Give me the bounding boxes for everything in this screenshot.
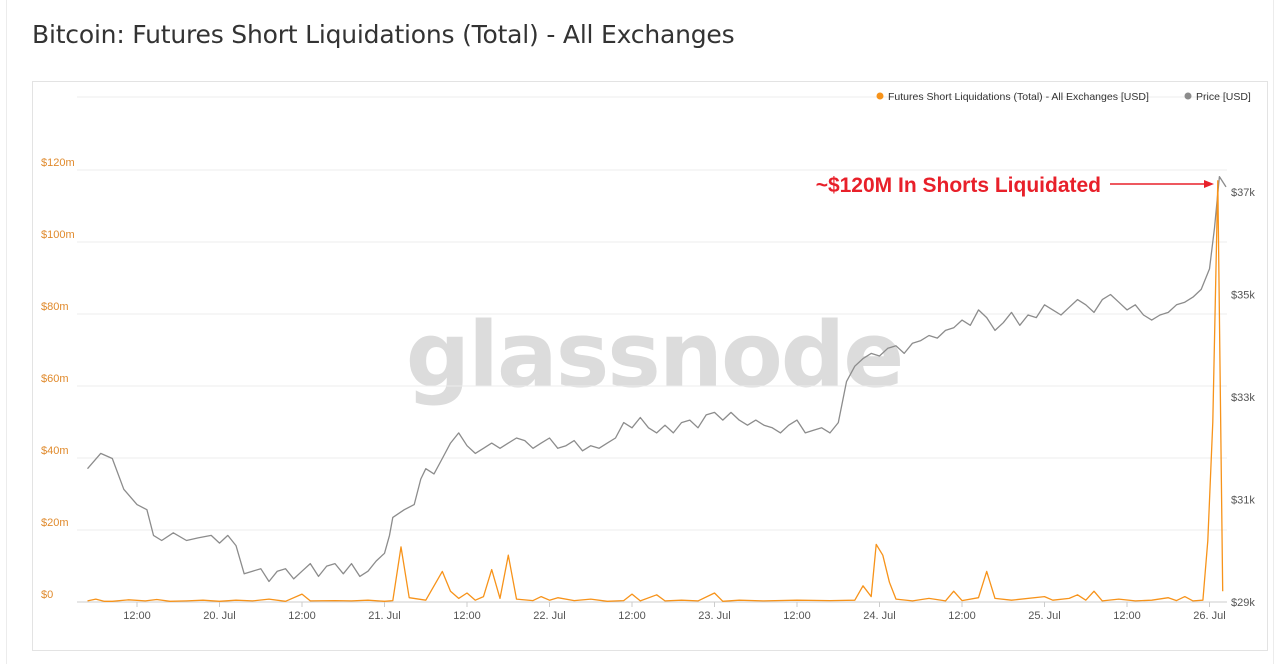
legend: Futures Short Liquidations (Total) - All…: [876, 91, 1251, 103]
legend-dot-liquidations: [876, 92, 884, 100]
x-tick-label: 12:00: [453, 610, 481, 622]
annotation-arrow-head: [1204, 180, 1214, 188]
x-axis: 12:00 20. Jul 12:00 21. Jul 12:00 22. Jul 12:0…: [77, 601, 1227, 622]
y-left-tick-label: $80m: [41, 301, 69, 313]
legend-dot-price: [1184, 92, 1192, 100]
series-line-liquidations: [87, 180, 1224, 602]
x-tick-label: 12:00: [618, 610, 646, 622]
right-axis: $29k $31k $33k $35k $37k: [1231, 187, 1255, 609]
x-tick-label: 22. Jul: [533, 610, 565, 622]
y-right-tick-label: $33k: [1231, 392, 1255, 404]
chart-container: [32, 81, 1268, 651]
y-left-tick-label: $120m: [41, 157, 75, 169]
annotation: ~$120M In Shorts Liquidated: [816, 174, 1214, 197]
series-layer: [87, 175, 1227, 602]
x-tick-label: 25. Jul: [1028, 610, 1060, 622]
y-left-tick-label: $60m: [41, 373, 69, 385]
x-tick-label: 24. Jul: [863, 610, 895, 622]
x-tick-label: 12:00: [948, 610, 976, 622]
x-tick-label: 12:00: [123, 610, 151, 622]
y-left-tick-label: $100m: [41, 229, 75, 241]
y-right-tick-label: $31k: [1231, 495, 1255, 507]
series-line-price: [87, 175, 1227, 583]
y-right-tick-label: $37k: [1231, 187, 1255, 199]
page-title: Bitcoin: Futures Short Liquidations (Tot…: [32, 20, 735, 49]
x-tick-label: 12:00: [288, 610, 316, 622]
y-left-tick-label: $0: [41, 589, 53, 601]
y-left-tick-label: $40m: [41, 445, 69, 457]
legend-label-liquidations[interactable]: Futures Short Liquidations (Total) - All…: [888, 91, 1149, 103]
left-axis: $0 $20m $40m $60m $80m $100m $120m: [41, 157, 75, 601]
x-tick-label: 12:00: [1113, 610, 1141, 622]
y-left-tick-label: $20m: [41, 517, 69, 529]
panel-frame: [6, 0, 1274, 664]
legend-label-price[interactable]: Price [USD]: [1196, 91, 1251, 103]
x-tick-label: 23. Jul: [698, 610, 730, 622]
y-right-tick-label: $35k: [1231, 290, 1255, 302]
watermark: glassnode: [406, 303, 903, 408]
x-tick-label: 21. Jul: [368, 610, 400, 622]
x-tick-label: 26. Jul: [1193, 610, 1225, 622]
x-tick-label: 20. Jul: [203, 610, 235, 622]
y-right-tick-label: $29k: [1231, 597, 1255, 609]
x-tick-label: 12:00: [783, 610, 811, 622]
annotation-label: ~$120M In Shorts Liquidated: [816, 174, 1101, 197]
